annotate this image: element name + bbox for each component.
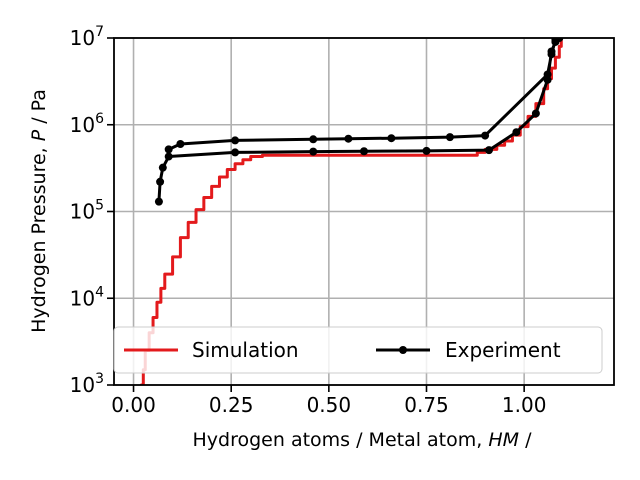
- data-point-experiment-7: [422, 146, 431, 155]
- data-point-experiment-5: [309, 147, 318, 156]
- data-point-experiment-4: [231, 148, 240, 157]
- data-point-experiment-17: [543, 70, 552, 79]
- tick-marks: [107, 37, 525, 392]
- legend-box: [113, 326, 603, 374]
- series-layer: [139, 38, 564, 385]
- x-tick-label-2: 0.50: [307, 393, 352, 417]
- x-tick-label-0: 0.00: [111, 393, 156, 417]
- data-point-experiment-24: [176, 139, 185, 148]
- data-point-experiment-2: [158, 163, 167, 172]
- y-tick-label-1: 104: [70, 284, 104, 310]
- data-point-experiment-18: [481, 131, 490, 140]
- data-point-experiment-9: [512, 128, 521, 137]
- legend: Simulation Experiment: [113, 326, 603, 374]
- legend-label-experiment: Experiment: [445, 338, 561, 362]
- x-tick-label-4: 1.00: [502, 393, 547, 417]
- y-tick-label-3: 106: [70, 111, 104, 137]
- series-group: [139, 38, 564, 385]
- legend-marker-experiment: [399, 346, 407, 354]
- data-point-experiment-21: [344, 134, 353, 143]
- y-axis-label: Hydrogen Pressure, P / Pa: [28, 89, 50, 333]
- x-tick-label-1: 0.25: [209, 393, 254, 417]
- data-point-experiment-1: [156, 177, 165, 186]
- y-tick-labels: 103 104 105 106 107: [70, 24, 104, 397]
- series-line-experiment: [157, 38, 561, 204]
- y-tick-label-0: 103: [70, 371, 104, 397]
- data-point-experiment-6: [360, 147, 368, 156]
- data-point-experiment-16: [547, 50, 556, 59]
- data-point-experiment-3: [164, 152, 173, 161]
- y-tick-label-2: 105: [70, 198, 104, 224]
- x-axis-label: Hydrogen atoms / Metal atom, HM /: [193, 429, 533, 451]
- data-point-experiment-8: [485, 146, 493, 155]
- data-point-experiment-0: [154, 197, 163, 206]
- data-point-experiment-15: [551, 38, 560, 44]
- data-point-experiment-19: [445, 133, 454, 142]
- data-point-experiment-25: [164, 145, 173, 154]
- x-tick-labels: 0.00 0.25 0.50 0.75 1.00: [111, 393, 546, 417]
- data-point-experiment-20: [387, 134, 396, 143]
- x-tick-label-3: 0.75: [404, 393, 449, 417]
- data-point-experiment-22: [309, 135, 318, 144]
- data-point-experiment-23: [231, 136, 240, 145]
- legend-label-simulation: Simulation: [192, 338, 299, 362]
- data-point-experiment-10: [531, 109, 540, 118]
- y-tick-label-4: 107: [70, 24, 104, 50]
